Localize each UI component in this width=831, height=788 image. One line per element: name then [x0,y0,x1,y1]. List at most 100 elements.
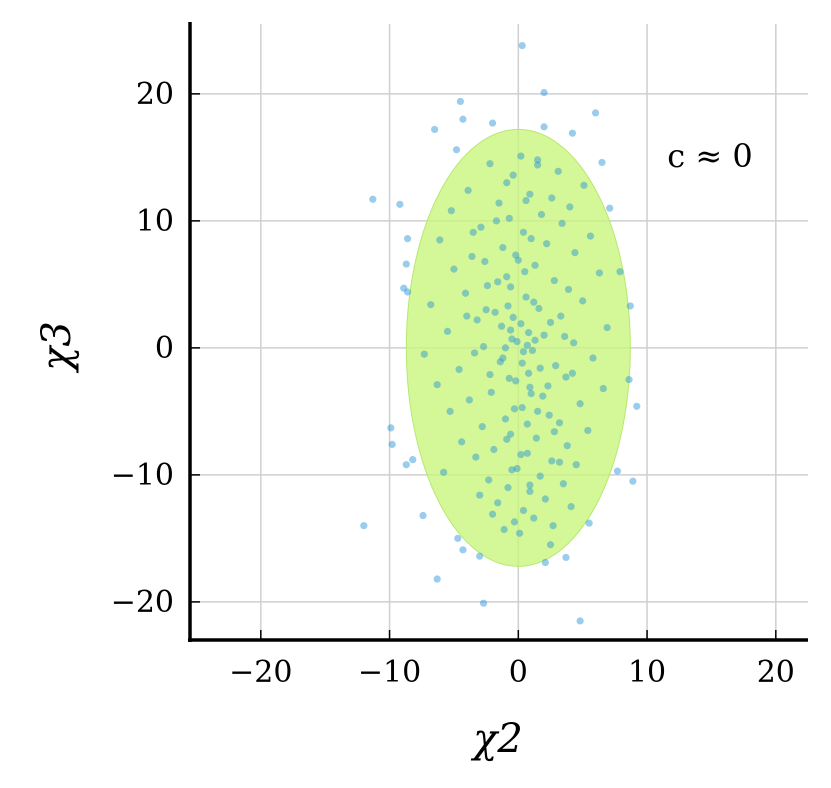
data-point [568,369,576,377]
data-point [479,599,488,607]
data-point [465,396,473,404]
data-point [470,349,479,357]
data-point [446,407,454,415]
data-point [403,288,412,296]
data-point [509,171,517,179]
data-point [523,420,531,428]
data-point [496,358,504,366]
data-point [526,383,534,391]
data-point [544,382,552,390]
data-point [534,407,542,415]
annotation-label: c ≈ 0 [667,137,752,175]
data-point [501,344,510,352]
data-point [539,392,547,400]
data-point [568,129,576,137]
data-point [576,400,584,408]
data-point [571,249,579,257]
data-point [522,196,530,205]
x-tick-label: −10 [358,655,421,690]
data-point [526,487,534,495]
data-point [591,109,600,117]
data-point [526,481,534,489]
data-point [506,430,515,438]
data-point [512,251,520,259]
data-point [508,335,516,343]
axes [188,22,808,642]
data-point [463,312,471,320]
data-point [495,199,503,207]
data-point [572,461,580,469]
data-point [501,415,510,423]
data-point [509,313,517,321]
data-point [584,426,592,435]
data-point [589,354,597,362]
data-point [562,373,570,381]
data-point [540,123,548,131]
data-point [554,167,562,175]
data-points [360,41,641,625]
data-point [500,525,508,534]
data-point [499,243,507,252]
data-point [487,388,495,396]
data-point [517,152,525,160]
data-point [479,343,488,351]
data-point [506,326,515,334]
data-point [537,210,546,219]
data-point [546,318,555,327]
data-point [522,293,530,301]
data-point [400,284,408,292]
x-tick-label: 10 [628,655,666,690]
data-point [519,348,528,356]
data-point [541,558,549,567]
data-point [504,302,512,310]
data-point [476,491,484,499]
data-point [499,354,507,362]
data-point [576,617,584,625]
data-point [598,158,606,167]
data-point [563,442,571,450]
data-point [540,331,548,339]
data-point [595,269,604,277]
data-point [473,316,481,324]
data-point [527,390,535,398]
data-point [505,214,513,222]
data-point [519,506,528,515]
data-point [510,518,519,526]
data-point [486,370,494,379]
data-point [510,405,519,413]
data-point [541,495,549,503]
data-point [517,450,525,459]
data-point [492,217,501,225]
data-point [427,301,435,309]
data-point [485,476,493,484]
data-point [488,119,497,127]
data-point [491,308,499,316]
data-point [536,472,544,480]
data-point [567,503,575,511]
data-point [443,327,452,335]
data-point [517,320,525,328]
data-point [546,541,555,549]
data-point [396,200,404,208]
data-point [433,575,441,583]
data-point [555,458,564,466]
data-point [532,434,540,442]
data-point [436,236,444,244]
data-point [566,203,574,211]
data-point [525,369,533,377]
data-point [513,464,521,473]
data-point [579,297,587,305]
data-point [455,365,463,374]
data-point [519,228,528,236]
data-point [555,419,564,427]
data-point [402,260,410,268]
data-point [483,282,492,290]
data-point [528,346,537,355]
data-point [518,403,526,412]
x-axis-label: χ2 [470,716,523,762]
data-point [606,204,614,212]
data-point [490,445,498,454]
data-point [387,424,395,432]
data-point [558,219,566,228]
